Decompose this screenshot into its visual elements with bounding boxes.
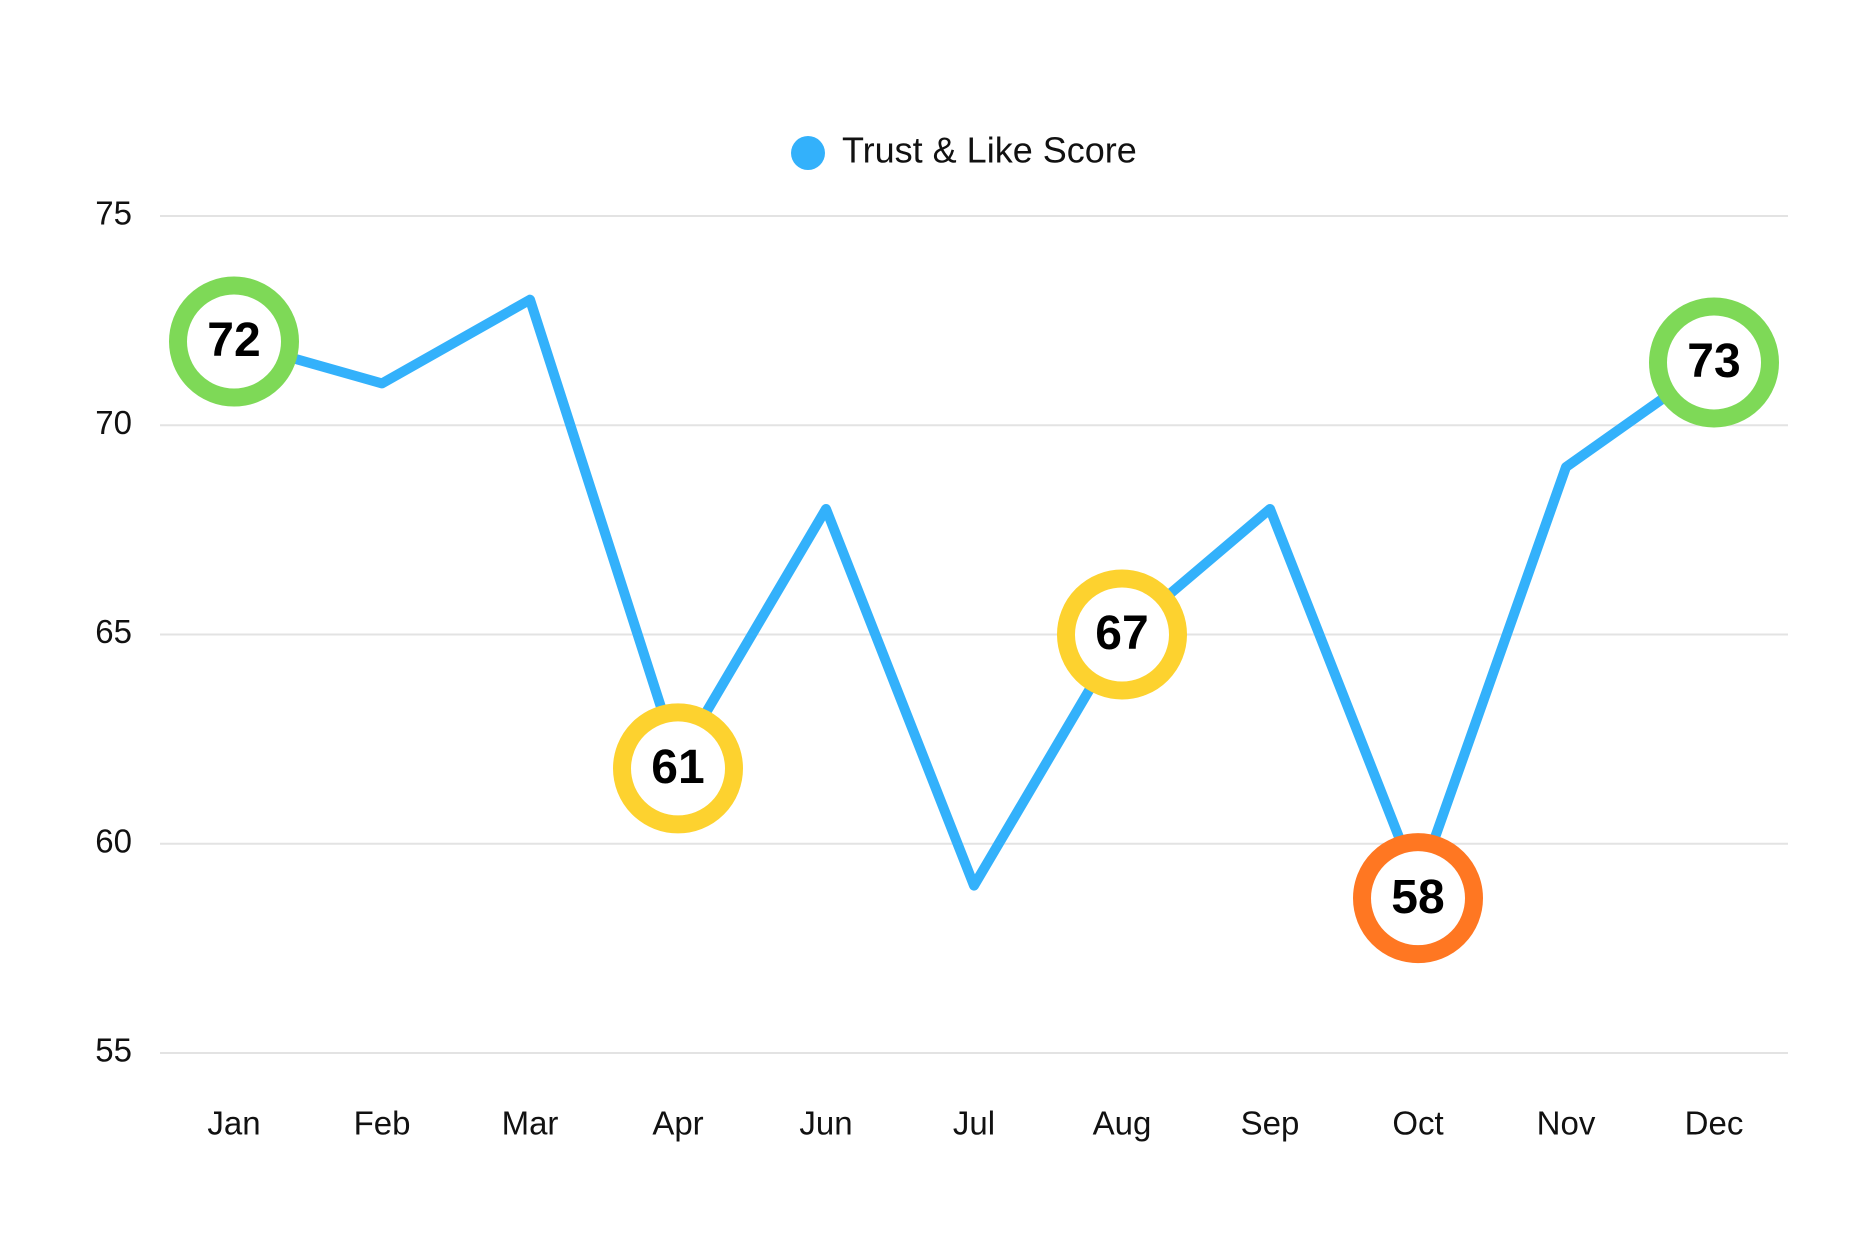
annotation-badge: 58 bbox=[1353, 833, 1483, 964]
annotation-label: 61 bbox=[651, 741, 704, 794]
x-tick-label: Apr bbox=[652, 1105, 703, 1142]
x-tick-label: Oct bbox=[1392, 1105, 1443, 1142]
annotation-ring bbox=[1649, 297, 1779, 428]
series-layer bbox=[229, 294, 1719, 891]
annotation-ring bbox=[613, 703, 743, 834]
x-tick-label: Feb bbox=[354, 1105, 411, 1142]
annotation-badge: 72 bbox=[169, 276, 299, 407]
x-tick-label: Jun bbox=[799, 1105, 852, 1142]
legend-swatch-icon bbox=[791, 136, 825, 170]
annotation-badge: 67 bbox=[1057, 569, 1187, 700]
annotation-ring bbox=[1057, 569, 1187, 700]
annotation-layer: 72 61 67 58 73 bbox=[169, 276, 1779, 964]
y-tick-label: 60 bbox=[95, 822, 132, 859]
x-tick-label: Mar bbox=[502, 1105, 559, 1142]
annotation-label: 73 bbox=[1687, 335, 1740, 388]
y-tick-label: 75 bbox=[95, 195, 132, 232]
x-tick-label: Aug bbox=[1093, 1105, 1152, 1142]
y-tick-label: 70 bbox=[95, 404, 132, 441]
annotation-label: 72 bbox=[207, 314, 260, 367]
legend-label: Trust & Like Score bbox=[842, 130, 1137, 171]
x-tick-label: Dec bbox=[1685, 1105, 1744, 1142]
annotation-ring bbox=[1353, 833, 1483, 964]
annotation-badge: 73 bbox=[1649, 297, 1779, 428]
x-tick-label: Sep bbox=[1241, 1105, 1300, 1142]
x-tick-label: Jul bbox=[953, 1105, 995, 1142]
legend: Trust & Like Score bbox=[791, 130, 1137, 171]
y-tick-label: 65 bbox=[95, 613, 132, 650]
x-tick-label: Jan bbox=[207, 1105, 260, 1142]
grid-layer bbox=[160, 215, 1788, 1054]
x-tick-label: Nov bbox=[1537, 1105, 1596, 1142]
series-line bbox=[229, 294, 1719, 891]
annotation-ring bbox=[169, 276, 299, 407]
annotation-label: 67 bbox=[1095, 607, 1148, 660]
x-axis-ticks: Jan Feb Mar Apr Jun Jul Aug Sep Oct Nov Dec bbox=[207, 1105, 1743, 1142]
annotation-badge: 61 bbox=[613, 703, 743, 834]
y-axis-ticks: 55 60 65 70 75 bbox=[95, 195, 132, 1069]
y-tick-label: 55 bbox=[95, 1032, 132, 1069]
annotation-label: 58 bbox=[1391, 871, 1444, 924]
